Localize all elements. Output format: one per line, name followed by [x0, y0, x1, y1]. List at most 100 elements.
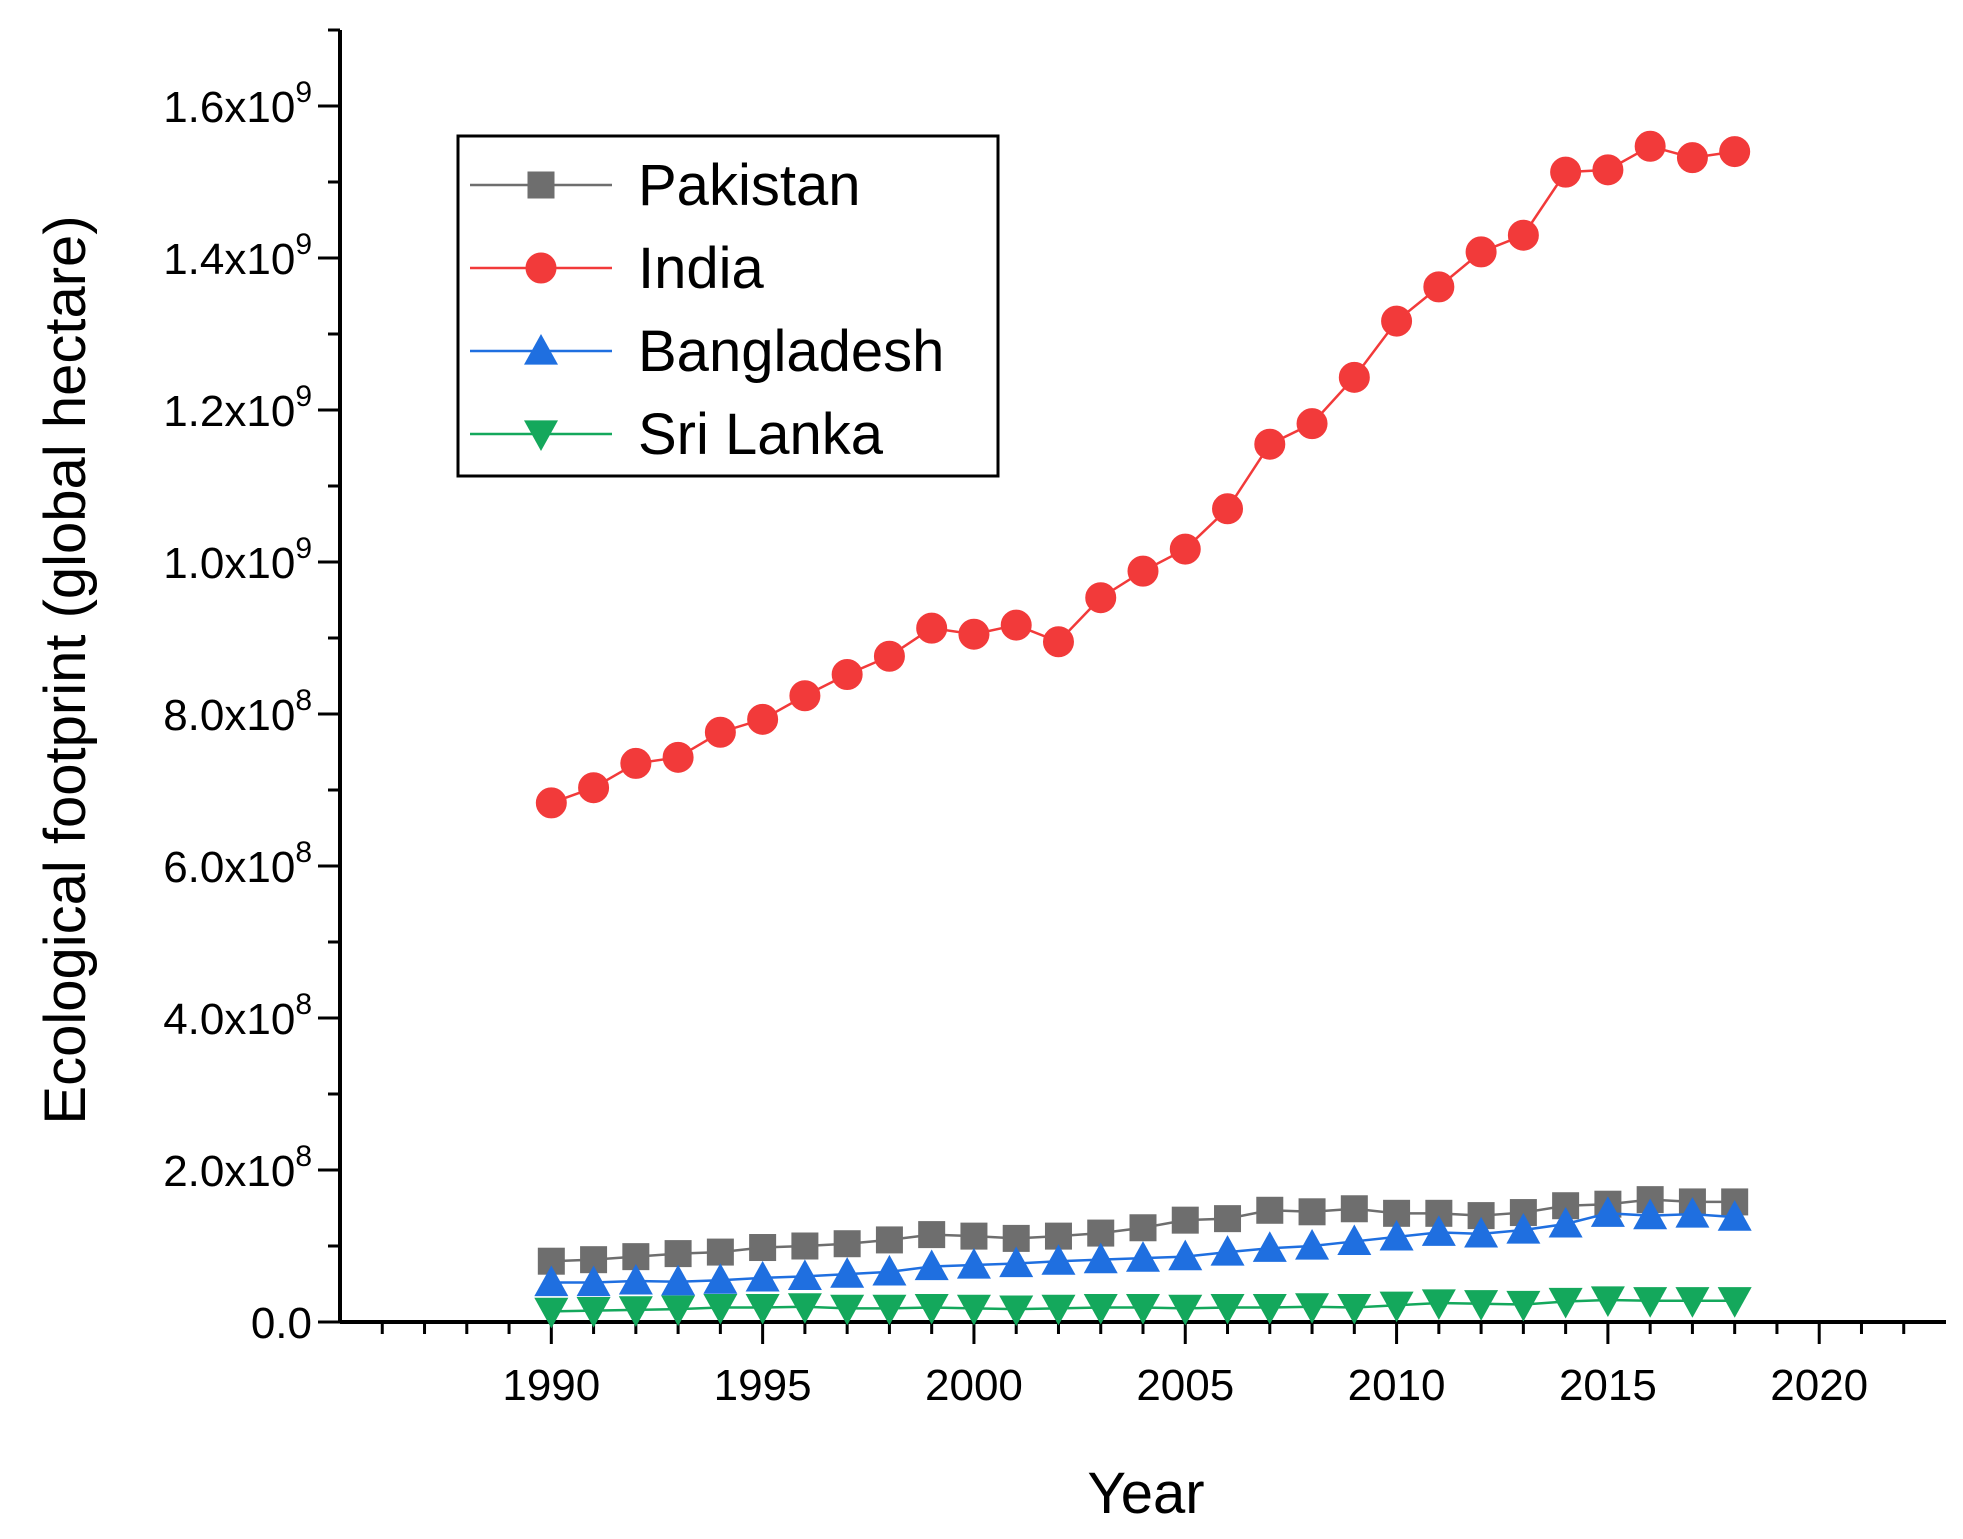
data-point	[1717, 1200, 1752, 1231]
data-point	[1548, 1287, 1583, 1319]
data-point	[1340, 1195, 1368, 1223]
x-tick-label: 1995	[714, 1361, 812, 1410]
series-layer	[534, 130, 1752, 1329]
data-point	[1168, 1294, 1203, 1326]
data-point	[578, 772, 610, 804]
y-tick-mantissa: 2.0x10	[163, 1147, 295, 1196]
y-tick-label: 6.0x108	[163, 836, 312, 892]
data-point	[833, 1230, 861, 1258]
x-tick-label: 2020	[1770, 1361, 1868, 1410]
data-point	[1254, 428, 1286, 460]
legend-marker	[524, 420, 558, 451]
data-point	[706, 1238, 734, 1266]
y-tick-exponent: 9	[295, 532, 312, 565]
data-point	[1506, 1213, 1541, 1244]
data-point	[956, 1248, 991, 1279]
data-point	[1083, 1293, 1118, 1325]
data-point	[1296, 408, 1328, 440]
data-point	[1464, 1216, 1499, 1248]
y-tick-label: 2.0x108	[163, 1140, 312, 1196]
data-point	[1126, 1241, 1160, 1272]
data-point	[1252, 1231, 1287, 1262]
legend-label: Pakistan	[638, 153, 860, 218]
data-point	[1127, 555, 1159, 587]
y-axis-title: Ecological footprint (global hectare)	[33, 215, 98, 1124]
data-point	[1337, 1224, 1372, 1256]
y-tick-mantissa: 1.0x10	[163, 539, 295, 588]
data-point	[1590, 1286, 1625, 1317]
data-point	[1465, 236, 1497, 268]
y-tick-label: 0.0	[251, 1299, 312, 1348]
x-tick-label: 2005	[1136, 1361, 1234, 1410]
data-point	[1252, 1293, 1287, 1325]
data-point	[1675, 1287, 1710, 1318]
data-point	[1379, 1291, 1414, 1323]
series-bangladesh	[534, 1196, 1752, 1297]
data-point	[1087, 1219, 1115, 1247]
y-tick-mantissa: 6.0x10	[163, 843, 295, 892]
data-point	[791, 1232, 819, 1260]
data-point	[1212, 493, 1244, 525]
data-point	[914, 1293, 949, 1325]
data-point	[620, 747, 652, 779]
data-point	[1169, 533, 1201, 565]
data-point	[1633, 1198, 1668, 1230]
legend-label: Sri Lanka	[638, 402, 884, 467]
x-tick-label: 2000	[925, 1361, 1023, 1410]
data-point	[1381, 305, 1413, 337]
y-tick-exponent: 9	[295, 76, 312, 109]
series-india	[535, 130, 1751, 819]
x-tick-label: 2010	[1348, 1361, 1446, 1410]
legend-marker	[525, 252, 557, 284]
data-point	[1041, 1244, 1076, 1275]
legend-item-india: India	[470, 236, 765, 301]
data-point	[1041, 1294, 1076, 1326]
y-tick-exponent: 8	[295, 684, 312, 717]
y-tick-mantissa: 1.6x10	[163, 83, 295, 132]
data-point	[1379, 1219, 1414, 1251]
data-point	[1168, 1239, 1203, 1271]
data-point	[787, 1293, 822, 1324]
data-point	[789, 680, 821, 712]
y-tick-exponent: 9	[295, 228, 312, 261]
data-point	[830, 1257, 865, 1288]
data-point	[1083, 1242, 1118, 1274]
y-tick-label: 8.0x108	[163, 684, 312, 740]
legend-item-sri-lanka: Sri Lanka	[470, 402, 884, 467]
data-point	[1085, 582, 1117, 614]
data-point	[534, 1297, 569, 1329]
data-point	[1298, 1198, 1326, 1226]
data-point	[1000, 609, 1032, 641]
data-point	[1042, 626, 1074, 658]
data-point	[1719, 136, 1751, 168]
data-point	[1464, 1290, 1499, 1321]
data-point	[535, 787, 567, 819]
data-point	[1210, 1293, 1245, 1325]
data-point	[872, 1254, 907, 1286]
data-point	[1633, 1287, 1668, 1318]
legend-label: Bangladesh	[638, 319, 944, 384]
data-point	[1675, 1197, 1710, 1228]
data-point	[703, 1293, 738, 1325]
data-point	[873, 640, 905, 672]
legend-marker	[527, 171, 555, 199]
data-point	[662, 741, 694, 773]
data-point	[831, 658, 863, 690]
x-axis-title: Year	[1087, 1461, 1204, 1526]
data-point	[1421, 1215, 1456, 1246]
legend-item-pakistan: Pakistan	[470, 153, 860, 218]
data-point	[534, 1265, 569, 1297]
data-point	[1256, 1196, 1284, 1224]
data-point	[1383, 1199, 1411, 1227]
data-point	[1126, 1293, 1160, 1325]
data-point	[830, 1294, 865, 1326]
data-point	[745, 1293, 780, 1325]
data-point	[661, 1264, 696, 1296]
data-point	[1129, 1214, 1157, 1242]
data-point	[1592, 154, 1624, 186]
y-tick-label: 4.0x108	[163, 988, 312, 1044]
x-tick-label: 2015	[1559, 1361, 1657, 1410]
data-point	[1506, 1290, 1541, 1322]
data-point	[664, 1240, 692, 1268]
